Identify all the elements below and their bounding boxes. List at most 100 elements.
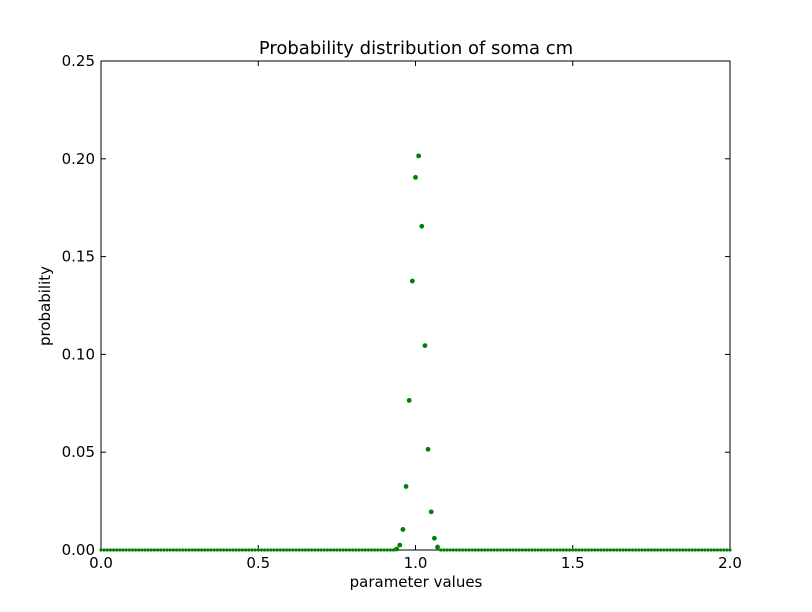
data-point-baseline <box>259 548 263 552</box>
data-point-baseline <box>278 548 282 552</box>
data-point-baseline <box>178 548 182 552</box>
data-point-baseline <box>571 548 575 552</box>
data-point-baseline <box>203 548 207 552</box>
data-point-baseline <box>511 548 515 552</box>
data-point-baseline <box>284 548 289 552</box>
data-point-baseline <box>445 548 449 552</box>
data-point-baseline <box>344 548 348 552</box>
data-point-baseline <box>470 548 474 552</box>
data-point-baseline <box>366 548 370 552</box>
data-point-baseline <box>152 548 157 552</box>
data-points <box>99 153 732 552</box>
data-point-baseline <box>718 548 723 552</box>
data-point-baseline <box>291 548 295 552</box>
data-point-baseline <box>706 548 710 552</box>
data-point-baseline <box>523 548 528 552</box>
data-point-baseline <box>464 548 468 552</box>
data-point-baseline <box>681 548 685 552</box>
data-point-baseline <box>156 548 160 552</box>
data-point-baseline <box>385 548 389 552</box>
data-point-baseline <box>457 548 462 552</box>
data-point <box>431 535 437 541</box>
data-point-baseline <box>712 548 716 552</box>
data-point-baseline <box>618 548 622 552</box>
data-point-baseline <box>448 548 452 552</box>
data-point-baseline <box>508 548 512 552</box>
data-point-baseline <box>272 548 276 552</box>
data-point-baseline <box>652 548 657 552</box>
data-point-baseline <box>328 548 333 552</box>
data-point-baseline <box>127 548 131 552</box>
data-point-baseline <box>111 548 116 552</box>
data-point-baseline <box>722 548 726 552</box>
data-point-baseline <box>643 548 647 552</box>
data-point-baseline <box>369 548 374 552</box>
data-point-baseline <box>218 548 223 552</box>
data-point-baseline <box>514 548 518 552</box>
data-point-baseline <box>143 548 147 552</box>
data-point <box>413 174 418 180</box>
data-point-baseline <box>379 548 383 552</box>
data-point-baseline <box>605 548 609 552</box>
data-point-baseline <box>206 548 210 552</box>
y-tick-label: 0.10 <box>62 345 95 363</box>
data-point-baseline <box>325 548 330 552</box>
data-point <box>425 446 431 452</box>
data-point-baseline <box>168 548 172 552</box>
y-axis-label: probability <box>36 266 54 346</box>
y-tick-label: 0.15 <box>62 248 95 266</box>
data-point-baseline <box>310 548 314 552</box>
data-point-baseline <box>181 548 185 552</box>
data-point-baseline <box>479 548 484 552</box>
data-point-baseline <box>124 548 128 552</box>
data-point-baseline <box>115 548 119 552</box>
data-point-baseline <box>300 548 304 552</box>
data-point-baseline <box>237 548 241 552</box>
data-point-baseline <box>678 548 682 552</box>
data-point <box>409 278 415 284</box>
data-point-baseline <box>454 548 458 552</box>
data-point <box>406 397 412 403</box>
data-point-baseline <box>627 548 631 552</box>
data-point-baseline <box>498 548 503 552</box>
data-point-baseline <box>492 548 496 552</box>
data-point <box>416 153 422 159</box>
data-point-baseline <box>363 548 367 552</box>
data-point-baseline <box>596 548 600 552</box>
data-point-baseline <box>656 548 660 552</box>
data-point-baseline <box>351 548 355 552</box>
data-point-baseline <box>332 548 336 552</box>
chart-title: Probability distribution of soma cm <box>259 38 573 59</box>
data-point-baseline <box>483 548 487 552</box>
x-axis-ticks: 0.0 0.5 1.0 1.5 2.0 <box>89 61 742 572</box>
data-point-baseline <box>486 548 490 552</box>
y-tick-label: 0.05 <box>62 443 95 461</box>
data-point-baseline <box>253 548 257 552</box>
y-tick-label: 0.25 <box>62 52 95 70</box>
data-point-baseline <box>316 548 320 552</box>
data-point-baseline <box>193 548 197 552</box>
data-point-baseline <box>539 548 543 552</box>
data-point-baseline <box>275 548 279 552</box>
data-point-baseline <box>583 548 587 552</box>
data-point-baseline <box>646 548 650 552</box>
x-tick-label: 1.0 <box>404 554 428 572</box>
data-point-baseline <box>313 548 317 552</box>
plot-frame <box>100 60 731 551</box>
data-point-baseline <box>533 548 537 552</box>
data-point-baseline <box>671 548 675 552</box>
data-point-baseline <box>338 548 342 552</box>
data-point-baseline <box>187 548 191 552</box>
data-point-baseline <box>118 548 122 552</box>
data-point-baseline <box>341 548 345 552</box>
data-point-baseline <box>266 548 270 552</box>
data-point-baseline <box>281 548 286 552</box>
data-point <box>419 223 425 229</box>
data-point-baseline <box>549 548 553 552</box>
data-point-baseline <box>228 548 232 552</box>
data-point-baseline <box>580 548 584 552</box>
data-point-baseline <box>709 548 713 552</box>
data-point-baseline <box>133 548 138 552</box>
data-point-baseline <box>495 548 499 552</box>
